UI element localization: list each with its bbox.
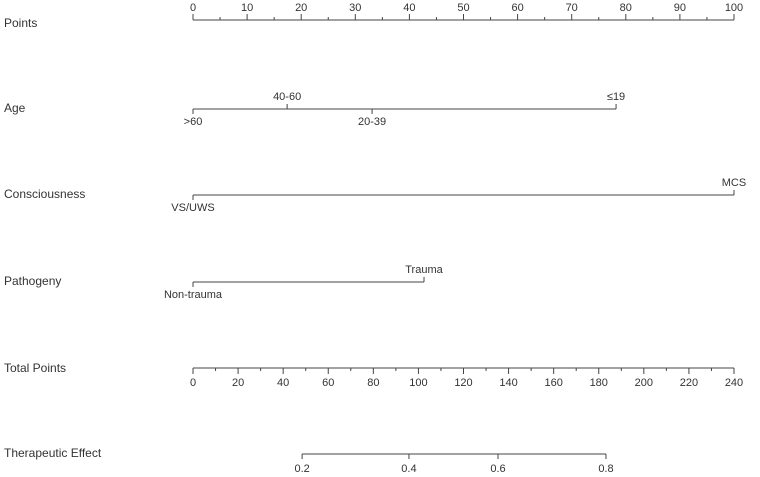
tick-label: 50: [457, 2, 469, 14]
tick-label: 0: [190, 2, 196, 14]
tick-label: 60: [322, 377, 334, 389]
outcome-label: 0.8: [598, 463, 613, 475]
tick-label: 90: [674, 2, 686, 14]
tick-label: 140: [499, 377, 517, 389]
level-label: 20-39: [358, 116, 386, 128]
level-label: MCS: [722, 177, 746, 189]
outcome-label: 0.2: [294, 463, 309, 475]
tick-label: 240: [725, 377, 743, 389]
tick-label: 30: [349, 2, 361, 14]
level-label: Trauma: [405, 264, 443, 276]
row-label: Pathogeny: [4, 274, 61, 288]
row-label: Points: [4, 16, 37, 30]
tick-label: 40: [403, 2, 415, 14]
row-label: Therapeutic Effect: [4, 446, 102, 460]
tick-label: 100: [409, 377, 427, 389]
tick-label: 10: [241, 2, 253, 14]
tick-label: 20: [295, 2, 307, 14]
tick-label: 220: [680, 377, 698, 389]
tick-label: 70: [566, 2, 578, 14]
row-label: Consciousness: [4, 187, 85, 201]
tick-label: 200: [635, 377, 653, 389]
tick-label: 80: [367, 377, 379, 389]
tick-label: 60: [511, 2, 523, 14]
row-label: Total Points: [4, 361, 66, 375]
tick-label: 20: [232, 377, 244, 389]
tick-label: 180: [590, 377, 608, 389]
row-label: Age: [4, 101, 26, 115]
level-label: >60: [184, 116, 203, 128]
level-label: Non-trauma: [164, 289, 223, 301]
tick-label: 160: [544, 377, 562, 389]
level-label: VS/UWS: [171, 202, 214, 214]
tick-label: 40: [277, 377, 289, 389]
outcome-label: 0.4: [401, 463, 416, 475]
outcome-label: 0.6: [490, 463, 505, 475]
tick-label: 80: [620, 2, 632, 14]
tick-label: 0: [190, 377, 196, 389]
tick-label: 120: [454, 377, 472, 389]
level-label: 40-60: [273, 91, 301, 103]
level-label: ≤19: [607, 91, 625, 103]
tick-label: 100: [725, 2, 743, 14]
